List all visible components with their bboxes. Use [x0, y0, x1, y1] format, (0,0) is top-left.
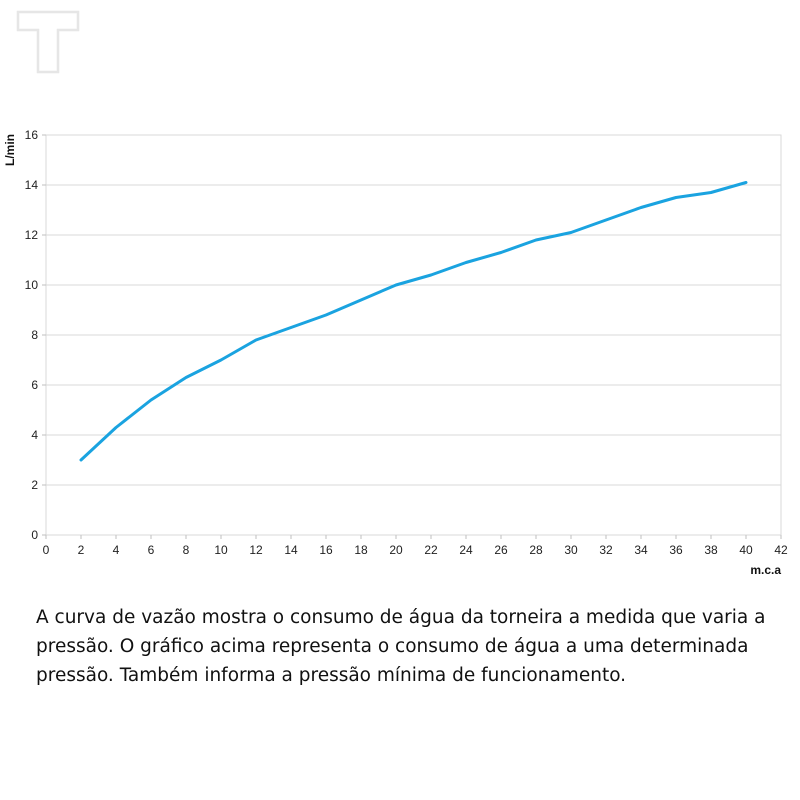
x-tick-label: 2	[78, 543, 85, 557]
y-tick-label: 14	[25, 178, 39, 192]
x-axis-ticks: 0 2 4 6 8 10 12 14 16 18 20 22 24 26 28 30 32 34 36 38 40 42	[43, 535, 788, 557]
x-tick-label: 34	[634, 543, 648, 557]
x-tick-label: 20	[389, 543, 403, 557]
y-tick-label: 6	[31, 378, 38, 392]
flow-curve-line	[79, 181, 748, 462]
y-tick-label: 12	[25, 228, 39, 242]
x-tick-label: 26	[494, 543, 508, 557]
x-tick-label: 16	[319, 543, 333, 557]
x-tick-label: 8	[183, 543, 190, 557]
y-tick-label: 2	[31, 478, 38, 492]
y-axis-title: L/min	[3, 134, 17, 166]
y-tick-label: 10	[25, 278, 39, 292]
x-tick-label: 10	[214, 543, 228, 557]
x-tick-label: 22	[424, 543, 438, 557]
grid-lines	[46, 134, 781, 536]
x-tick-label: 4	[113, 543, 120, 557]
x-tick-label: 30	[564, 543, 578, 557]
y-tick-label: 4	[31, 428, 38, 442]
x-tick-label: 32	[599, 543, 613, 557]
x-tick-label: 12	[249, 543, 263, 557]
x-tick-label: 38	[704, 543, 718, 557]
y-tick-label: 8	[31, 328, 38, 342]
y-axis-ticks: 0 2 4 6 8 10 12 14 16	[25, 128, 46, 542]
caption-text: A curva de vazão mostra o consumo de águ…	[36, 607, 766, 686]
flow-curve-chart: 0 2 4 6 8 10 12 14 16 18 20 22 24 26 28 30 32 34 36 38 40 42 …	[3, 128, 788, 577]
x-tick-label: 40	[739, 543, 753, 557]
x-tick-label: 0	[43, 543, 50, 557]
x-tick-label: 18	[354, 543, 368, 557]
t-logo-icon	[16, 10, 80, 74]
x-tick-label: 28	[529, 543, 543, 557]
x-tick-label: 14	[284, 543, 298, 557]
x-tick-label: 6	[148, 543, 155, 557]
x-tick-label: 36	[669, 543, 683, 557]
x-tick-label: 42	[774, 543, 788, 557]
y-tick-label: 0	[31, 528, 38, 542]
x-tick-label: 24	[459, 543, 473, 557]
y-tick-label: 16	[25, 128, 39, 142]
x-axis-title: m.c.a	[750, 563, 781, 577]
